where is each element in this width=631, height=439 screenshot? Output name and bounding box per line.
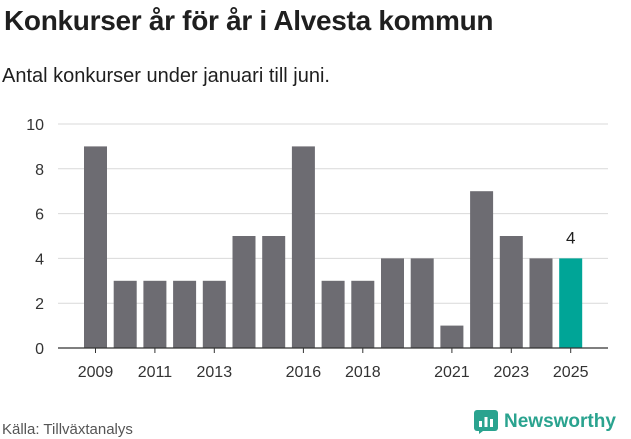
bar: [232, 236, 256, 348]
y-tick-label: 4: [35, 251, 44, 268]
bar: [202, 280, 226, 348]
bar: [440, 325, 464, 348]
x-tick-label: 2021: [434, 364, 470, 381]
x-tick-label: 2016: [286, 364, 322, 381]
bar: [529, 258, 553, 348]
chart-subtitle: Antal konkurser under januari till juni.: [2, 65, 330, 87]
bar: [321, 280, 345, 348]
x-tick-label: 2025: [553, 364, 589, 381]
y-tick-label: 0: [35, 341, 44, 358]
brand-logo: Newsworthy: [474, 407, 616, 437]
data-label: 4: [566, 228, 575, 247]
bar: [262, 236, 286, 348]
y-tick-label: 2: [35, 296, 44, 313]
bar: [470, 191, 494, 348]
bar: [173, 280, 197, 348]
x-tick-label: 2023: [494, 364, 530, 381]
x-tick-label: 2018: [345, 364, 381, 381]
chart-title: Konkurser år för år i Alvesta kommun: [4, 5, 494, 36]
bar-highlight: [559, 258, 583, 348]
source-note: Källa: Tillväxtanalys: [2, 421, 133, 438]
x-tick-label: 2011: [138, 364, 173, 381]
bar: [381, 258, 404, 348]
bar: [351, 280, 375, 348]
brand-name: Newsworthy: [504, 411, 616, 432]
bar: [410, 258, 434, 348]
y-tick-label: 10: [26, 117, 44, 134]
bar: [143, 280, 167, 348]
x-tick-label: 2009: [78, 364, 114, 381]
y-tick-label: 8: [35, 162, 44, 179]
bar: [113, 280, 137, 348]
newsworthy-logo-icon: [474, 410, 498, 434]
bar: [291, 146, 315, 348]
y-tick-label: 6: [35, 207, 44, 224]
bar: [84, 146, 107, 348]
bar: [499, 236, 523, 348]
x-tick-label: 2013: [197, 364, 233, 381]
